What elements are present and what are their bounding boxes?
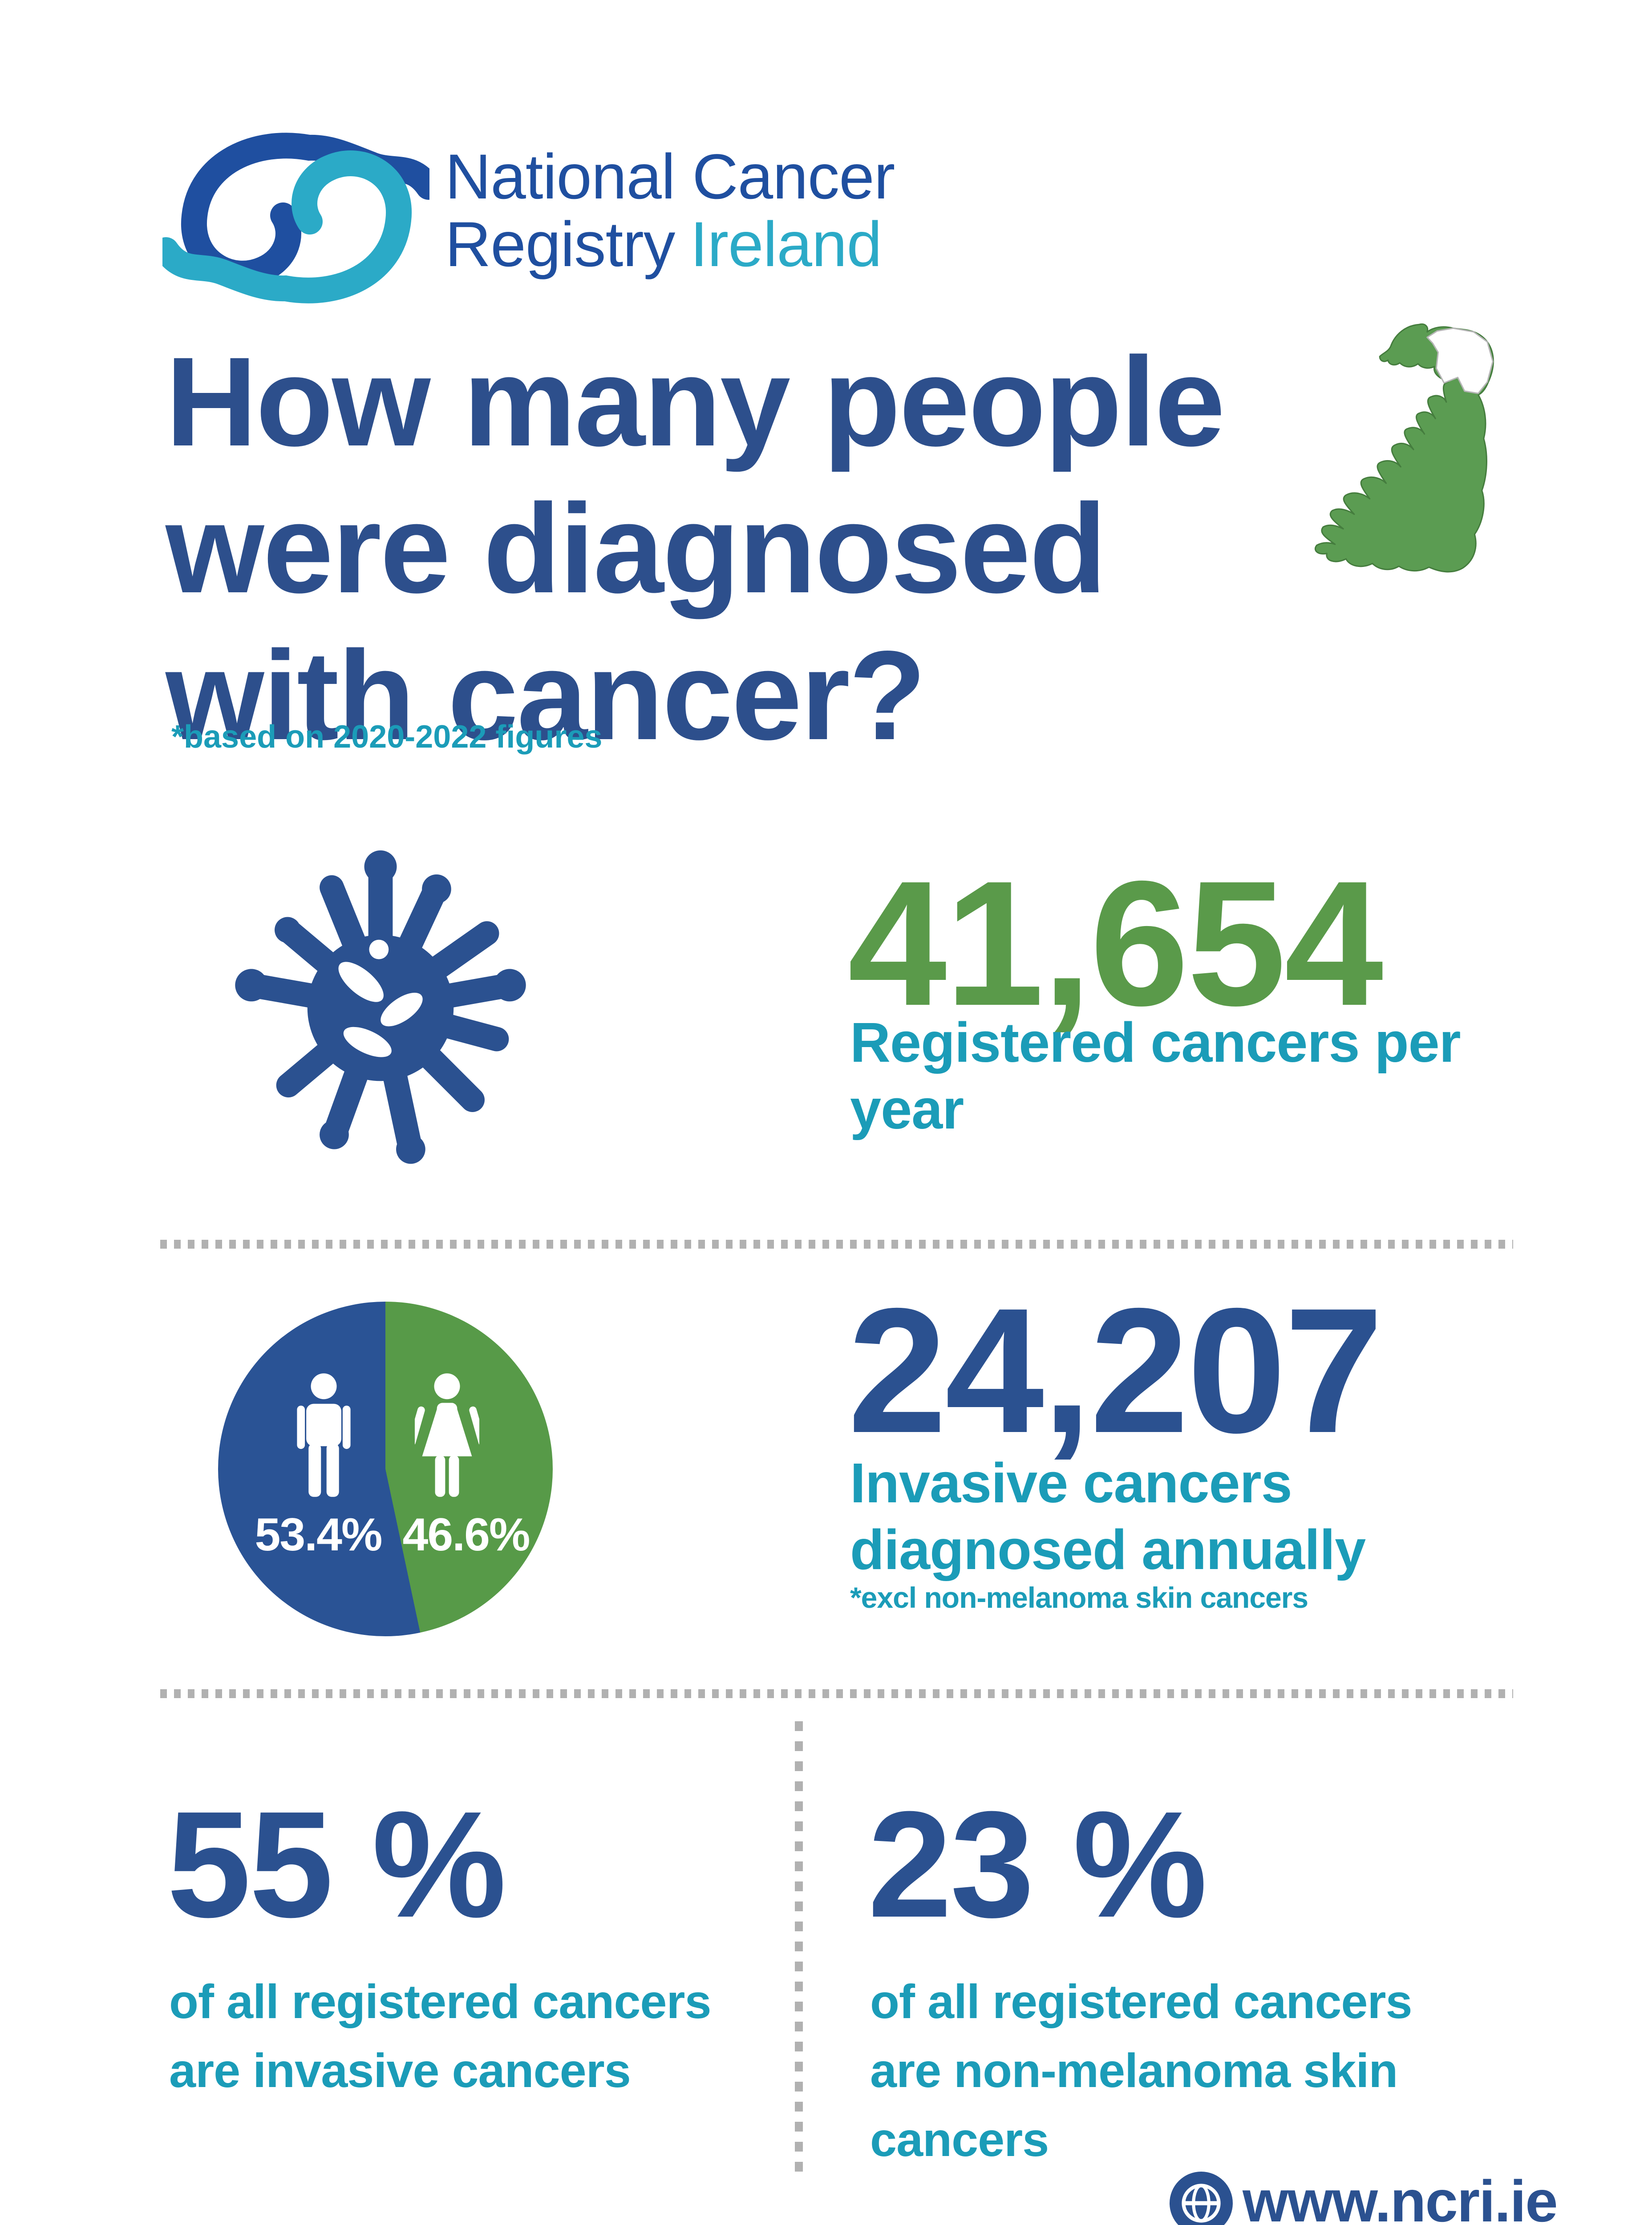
invasive-cancers-label: Invasive cancers diagnosed annually	[850, 1452, 1366, 1581]
dotted-separator	[160, 1240, 1513, 1249]
ireland-map-icon	[1314, 323, 1494, 573]
dashed-vertical-divider	[795, 1721, 803, 2175]
logo-name-line2: Registry Ireland	[445, 211, 895, 279]
nmsc-share-value: 23 %	[868, 1780, 1207, 1949]
page-subtitle: *based on 2020-2022 figures	[171, 719, 603, 755]
invasive-share-value: 55 %	[167, 1780, 506, 1949]
dotted-separator	[160, 1689, 1513, 1698]
female-figure-icon	[415, 1373, 479, 1497]
page-title: How many people were diagnosed with canc…	[166, 331, 1225, 766]
registered-cancers-label: Registered cancers per year	[850, 1011, 1461, 1141]
globe-icon	[1170, 2172, 1233, 2225]
website-url: www.ncri.ie	[1243, 2168, 1558, 2225]
male-figure-icon	[297, 1373, 351, 1497]
logo-text: National Cancer Registry Ireland	[445, 143, 895, 279]
ncri-logo-icon	[162, 133, 429, 303]
nmsc-share-label: of all registered cancers are non-melano…	[870, 1974, 1413, 2166]
male-percent-label: 53.4%	[255, 1509, 383, 1561]
invasive-share-label: of all registered cancers are invasive c…	[169, 1974, 712, 2097]
logo-registry: Registry	[445, 209, 675, 280]
sex-split-pie-chart	[218, 1302, 553, 1636]
logo-ireland: Ireland	[690, 209, 882, 280]
logo-name-line1: National Cancer	[445, 142, 895, 212]
cancer-cell-icon	[235, 850, 526, 1164]
invasive-cancers-value: 24,207	[848, 1271, 1383, 1470]
female-percent-label: 46.6%	[402, 1509, 530, 1561]
invasive-cancers-note: *excl non-melanoma skin cancers	[850, 1581, 1308, 1614]
registered-cancers-value: 41,654	[848, 844, 1383, 1043]
